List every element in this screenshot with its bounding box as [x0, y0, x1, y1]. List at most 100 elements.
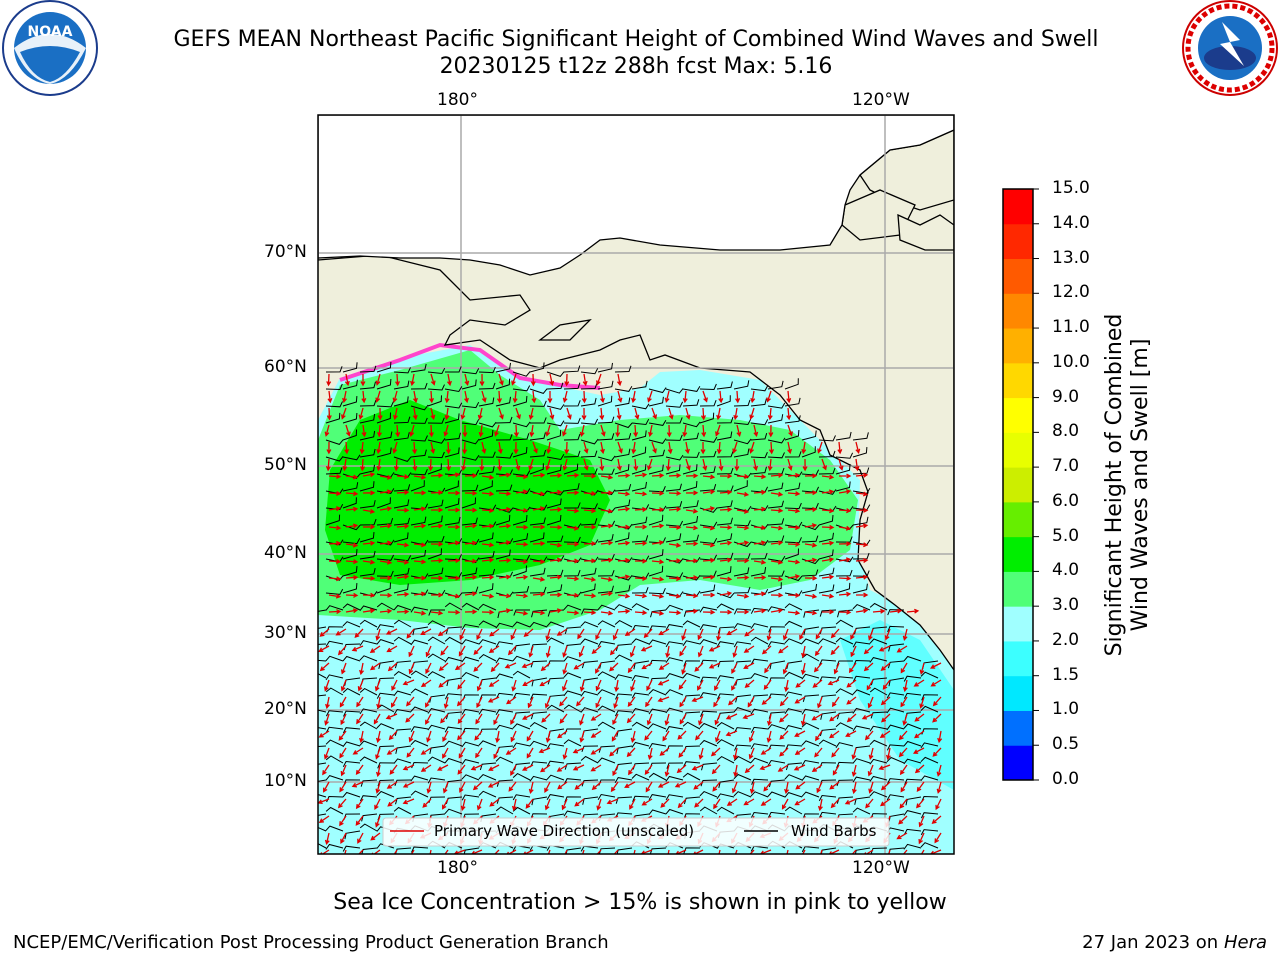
wind-barb: [767, 380, 784, 390]
wind-barb: [785, 762, 803, 771]
wind-barb: [699, 584, 716, 594]
wind-barb: [393, 367, 411, 374]
wind-barb: [318, 826, 327, 832]
wind-barb: [665, 689, 684, 696]
wave-arrow: [651, 473, 665, 479]
wave-arrow: [456, 696, 466, 707]
wind-barb: [648, 464, 664, 475]
wave-arrow: [413, 506, 427, 512]
wave-arrow: [899, 764, 908, 776]
wave-arrow: [339, 781, 347, 793]
wind-barb: [580, 382, 598, 390]
wind-barb: [325, 605, 344, 611]
wave-arrow: [651, 576, 665, 582]
wind-barb: [699, 570, 717, 577]
wind-barb: [445, 711, 463, 720]
wind-barb: [563, 778, 582, 785]
wave-arrow: [698, 713, 704, 726]
wave-arrow: [831, 747, 840, 758]
wave-arrow: [633, 849, 636, 854]
wind-barb: [784, 774, 803, 781]
wind-barb: [580, 556, 599, 563]
wind-barb: [325, 588, 344, 595]
wind-barb: [393, 567, 410, 577]
wind-barb: [750, 623, 769, 629]
wind-barb: [903, 758, 922, 765]
wave-arrow: [547, 849, 551, 854]
wind-barb: [376, 582, 391, 594]
wave-arrow: [645, 781, 653, 793]
wind-barb: [648, 588, 666, 595]
wave-arrow: [549, 542, 563, 548]
wave-arrow: [362, 540, 376, 546]
wave-arrow: [532, 441, 538, 454]
wave-arrow: [782, 662, 789, 675]
wind-barb: [665, 775, 684, 782]
wave-arrow: [362, 592, 376, 598]
wind-barb: [852, 725, 871, 732]
wind-barb: [478, 480, 493, 492]
wind-barb: [318, 694, 327, 697]
wave-arrow: [457, 679, 466, 690]
wave-arrow: [702, 525, 716, 531]
wave-arrow: [664, 390, 670, 404]
wave-arrow: [475, 747, 483, 759]
wave-arrow: [743, 662, 755, 669]
wave-arrow: [328, 525, 342, 531]
wind-barb: [461, 656, 480, 663]
wind-barb: [393, 619, 412, 628]
wave-arrow: [850, 628, 857, 641]
wave-arrow: [545, 730, 551, 744]
wind-barb: [682, 556, 701, 563]
wind-barb: [359, 567, 376, 577]
wave-arrow: [408, 730, 415, 743]
wave-arrow: [685, 558, 699, 564]
wave-arrow: [462, 425, 468, 438]
wave-arrow: [566, 508, 580, 514]
wave-arrow: [725, 713, 738, 720]
wind-barb: [751, 778, 769, 785]
wind-barb: [581, 608, 599, 615]
wind-barb: [512, 723, 531, 730]
wave-arrow: [659, 747, 670, 756]
wave-arrow: [820, 849, 823, 854]
wind-barb: [648, 420, 667, 426]
wave-arrow: [562, 458, 568, 471]
wave-arrow: [815, 628, 823, 640]
wave-arrow: [612, 713, 619, 725]
wave-arrow: [464, 609, 478, 615]
wind-barb: [393, 532, 409, 543]
wave-arrow: [362, 490, 376, 496]
wave-arrow: [409, 424, 415, 437]
wave-arrow: [328, 576, 342, 582]
wind-barb: [682, 500, 699, 509]
wave-arrow: [760, 798, 772, 806]
wind-barb: [716, 641, 735, 648]
wind-barb: [546, 498, 562, 509]
wave-arrow: [326, 441, 332, 455]
wind-barb: [683, 796, 701, 805]
wave-arrow: [793, 764, 806, 771]
wave-arrow: [866, 679, 874, 691]
wind-barb: [461, 497, 476, 509]
wave-arrow: [800, 662, 806, 676]
wind-barb: [461, 672, 480, 679]
wave-arrow: [375, 815, 381, 828]
wind-barb: [580, 707, 599, 713]
wave-arrow: [342, 458, 348, 472]
wave-arrow: [448, 490, 461, 496]
wave-arrow: [929, 662, 942, 669]
wave-arrow: [839, 473, 852, 479]
wave-arrow: [590, 764, 602, 772]
wind-barb: [342, 603, 361, 611]
wave-arrow: [476, 628, 483, 641]
wave-arrow: [574, 781, 585, 790]
wave-arrow: [787, 592, 801, 598]
sea-ice-caption: Sea Ice Concentration > 15% is shown in …: [333, 890, 947, 915]
wave-arrow: [708, 662, 721, 669]
wave-arrow: [440, 713, 449, 724]
wind-barb: [682, 721, 701, 730]
wave-arrow: [913, 679, 925, 687]
wave-arrow: [736, 558, 750, 564]
wave-arrow: [576, 696, 585, 707]
